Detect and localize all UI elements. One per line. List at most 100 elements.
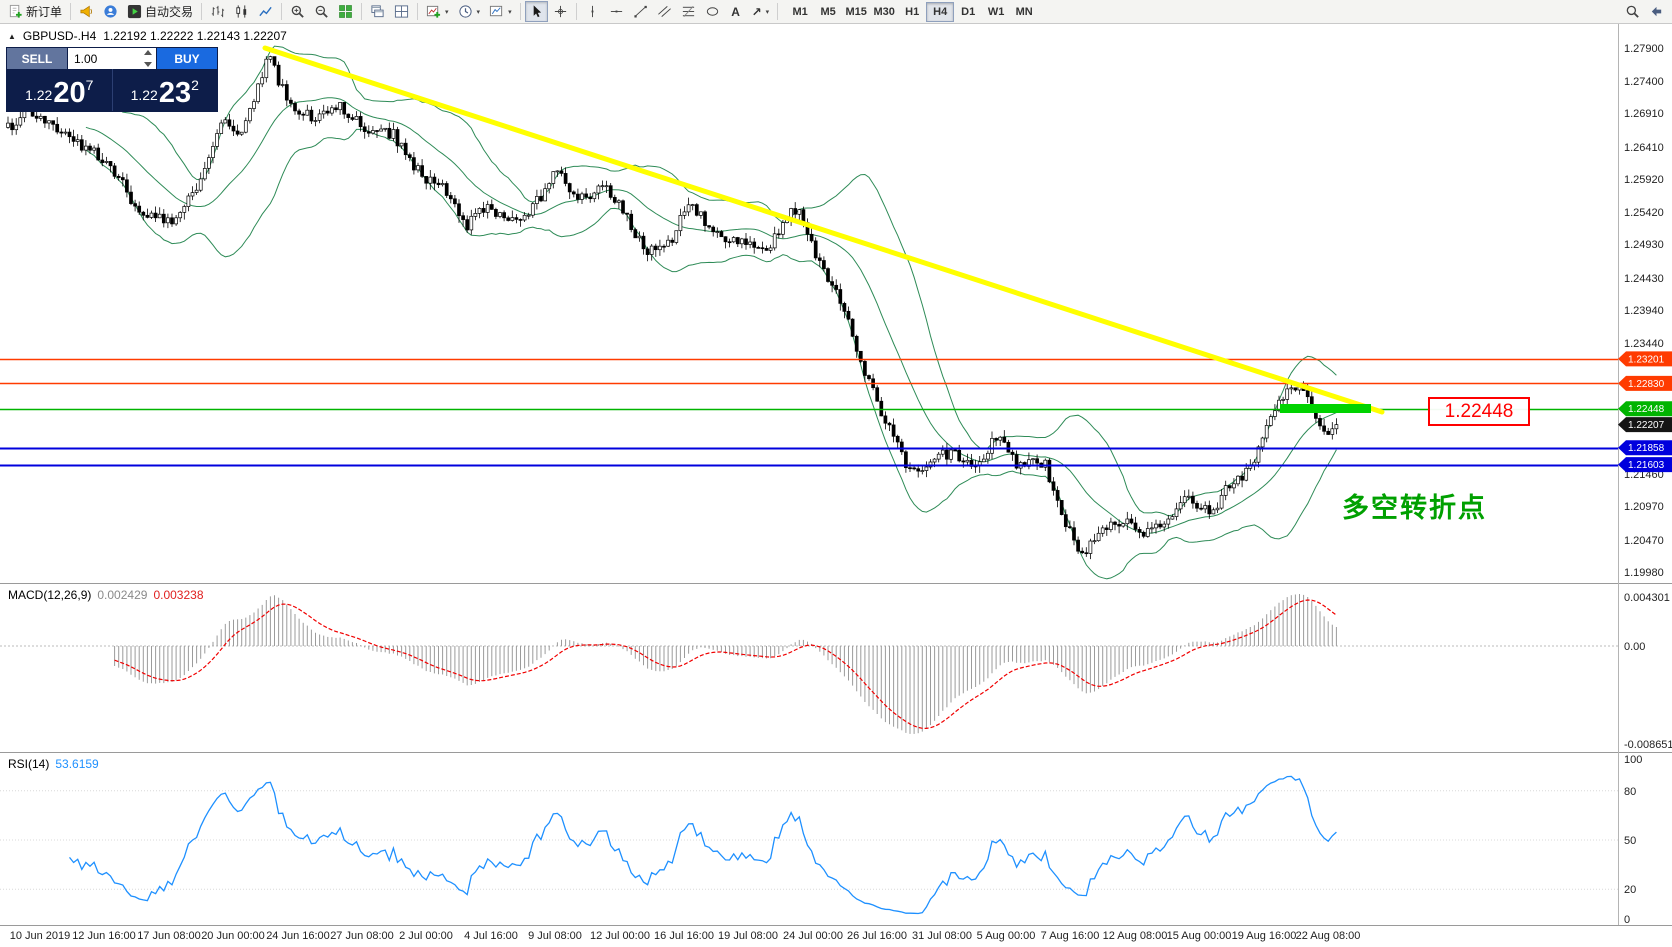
vertical-line-tool-button[interactable] <box>581 1 604 22</box>
text-tool-icon: A <box>731 4 740 19</box>
svg-text:1.21603: 1.21603 <box>1628 460 1665 471</box>
collapse-panel-icon[interactable]: ▲ <box>8 31 16 41</box>
line-chart-icon <box>259 6 272 17</box>
auto-trading-icon <box>127 4 142 19</box>
timeframe-M5[interactable]: M5 <box>814 2 842 22</box>
svg-text:1.22830: 1.22830 <box>1628 379 1665 390</box>
svg-text:22 Aug 08:00: 22 Aug 08:00 <box>1296 930 1361 942</box>
new-order-button[interactable]: 新订单 <box>4 1 66 22</box>
zoom-out-button[interactable] <box>310 1 333 22</box>
main-chart-layer <box>6 45 1339 580</box>
rsi-layer <box>0 775 1618 915</box>
svg-text:1.20970: 1.20970 <box>1624 501 1664 513</box>
templates-button[interactable]: ▾ <box>485 1 516 22</box>
timeframe-D1[interactable]: D1 <box>954 2 982 22</box>
channel-tool-button[interactable] <box>653 1 676 22</box>
template-chart-icon <box>490 5 503 17</box>
search-icon <box>1626 5 1639 18</box>
timeframe-W1[interactable]: W1 <box>982 2 1010 22</box>
tile-windows-button[interactable] <box>334 1 357 22</box>
sell-button[interactable]: SELL <box>7 48 67 69</box>
cursor-tool-button[interactable] <box>524 1 548 22</box>
main-toolbar: 新订单 自动交易 <box>0 0 1672 24</box>
svg-text:31 Jul 08:00: 31 Jul 08:00 <box>912 930 972 942</box>
horizontal-line-tool-button[interactable] <box>605 1 628 22</box>
toolbar-separator <box>361 3 363 20</box>
cascade-windows-button[interactable] <box>366 1 389 22</box>
rsi-axis: 100 80 50 20 0 <box>1624 754 1642 926</box>
spinner-down-icon[interactable] <box>144 62 152 67</box>
descending-trendline[interactable] <box>262 45 1385 415</box>
timeframe-M1[interactable]: M1 <box>786 2 814 22</box>
trendline-tool-button[interactable] <box>629 1 652 22</box>
svg-text:1.23201: 1.23201 <box>1628 354 1665 365</box>
community-button[interactable] <box>99 1 122 22</box>
panel-dividers <box>0 24 1672 926</box>
svg-text:7 Aug 16:00: 7 Aug 16:00 <box>1041 930 1100 942</box>
support-highlight-bar[interactable] <box>1280 404 1371 413</box>
search-button[interactable] <box>1621 1 1644 22</box>
indicators-button[interactable]: ▾ <box>422 1 453 22</box>
volume-spinner[interactable] <box>142 50 154 67</box>
fibonacci-tool-button[interactable] <box>677 1 700 22</box>
new-order-icon <box>9 4 22 18</box>
timeframe-M15[interactable]: M15 <box>842 2 870 22</box>
rsi-value: 53.6159 <box>55 757 99 771</box>
bid-price[interactable]: 1.22 20 7 <box>7 69 113 111</box>
zoom-in-button[interactable] <box>286 1 309 22</box>
line-chart-mode-button[interactable] <box>254 1 277 22</box>
timeframe-MN[interactable]: MN <box>1010 2 1038 22</box>
ask-price-big: 23 <box>158 77 192 110</box>
timeframe-H4[interactable]: H4 <box>926 1 955 22</box>
svg-text:1.26410: 1.26410 <box>1624 142 1664 154</box>
macd-name: MACD(12,26,9) <box>8 588 92 602</box>
arrows-tool-button[interactable]: ↗ ▾ <box>748 1 774 22</box>
spinner-up-icon[interactable] <box>144 50 152 55</box>
candlestick-chart-icon <box>236 5 247 18</box>
vertical-line-icon <box>591 5 594 18</box>
periods-button[interactable]: ▾ <box>454 1 485 22</box>
text-tool-button[interactable]: A <box>725 1 747 22</box>
cascade-windows-icon <box>371 5 384 18</box>
svg-text:50: 50 <box>1624 835 1636 847</box>
news-button[interactable] <box>75 1 98 22</box>
ask-price-small: 1.22 <box>130 87 158 103</box>
split-windows-button[interactable] <box>390 1 413 22</box>
arrow-tool-icon: ↗ <box>751 4 762 19</box>
svg-text:1.22207: 1.22207 <box>1628 420 1665 431</box>
macd-main-value: 0.002429 <box>97 588 148 602</box>
level-price-callout[interactable]: 1.22448 <box>1428 397 1530 426</box>
ask-price[interactable]: 1.22 23 2 <box>113 69 218 111</box>
svg-text:-0.008651: -0.008651 <box>1624 739 1672 751</box>
svg-text:1.24430: 1.24430 <box>1624 273 1664 285</box>
buy-button[interactable]: BUY <box>157 48 217 69</box>
svg-text:12 Jul 00:00: 12 Jul 00:00 <box>590 930 650 942</box>
svg-text:17 Jun 08:00: 17 Jun 08:00 <box>137 930 201 942</box>
split-windows-icon <box>394 5 409 18</box>
volume-value: 1.00 <box>74 51 98 66</box>
svg-text:26 Jul 16:00: 26 Jul 16:00 <box>847 930 907 942</box>
dock-button[interactable] <box>1645 1 1668 22</box>
timeframe-M30[interactable]: M30 <box>870 2 898 22</box>
shapes-tool-button[interactable] <box>701 1 724 22</box>
timeframe-H1[interactable]: H1 <box>898 2 926 22</box>
auto-trading-label: 自动交易 <box>145 5 194 19</box>
candle-chart-mode-button[interactable] <box>230 1 253 22</box>
bar-chart-mode-button[interactable] <box>206 1 229 22</box>
volume-field[interactable]: 1.00 <box>68 48 156 69</box>
svg-text:15 Aug 00:00: 15 Aug 00:00 <box>1167 930 1232 942</box>
svg-text:12 Aug 08:00: 12 Aug 08:00 <box>1103 930 1168 942</box>
svg-text:1.22448: 1.22448 <box>1628 404 1665 415</box>
svg-text:10 Jun 2019: 10 Jun 2019 <box>10 930 71 942</box>
svg-text:1.26910: 1.26910 <box>1624 108 1664 120</box>
svg-text:16 Jul 16:00: 16 Jul 16:00 <box>654 930 714 942</box>
chevron-down-icon: ▾ <box>476 8 481 16</box>
auto-trading-button[interactable]: 自动交易 <box>123 1 197 22</box>
svg-text:1.27900: 1.27900 <box>1624 43 1664 55</box>
profile-icon <box>104 5 117 18</box>
crosshair-tool-button[interactable] <box>549 1 572 22</box>
toolbar-separator <box>519 3 521 20</box>
horizontal-levels[interactable] <box>0 358 1618 467</box>
